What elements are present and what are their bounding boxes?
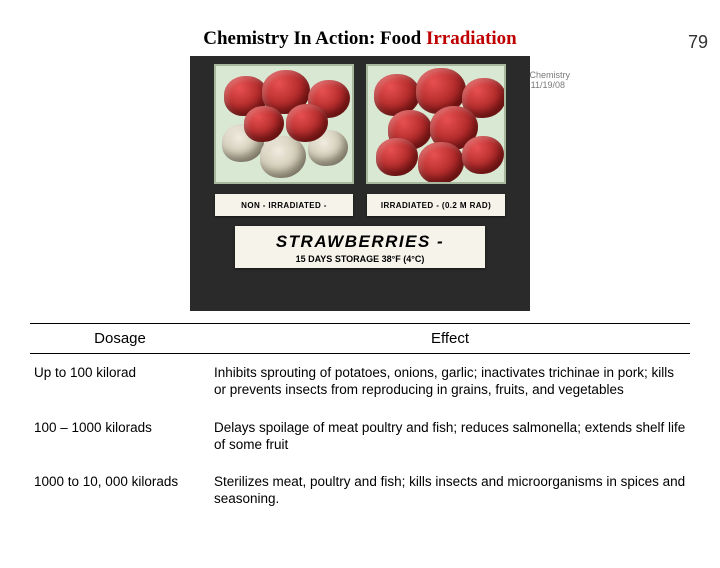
- col-header-effect: Effect: [210, 324, 690, 354]
- cell-dosage: 100 – 1000 kilorads: [30, 409, 210, 464]
- photo-figure: NON - IRRADIATED - IRRADIATED - (0.2 M R…: [190, 56, 530, 311]
- basket-irradiated: [366, 64, 506, 184]
- basket-non-irradiated: [214, 64, 354, 184]
- big-label-subtitle: 15 DAYS STORAGE 38°F (4°C): [239, 254, 481, 264]
- baskets-row: [214, 64, 506, 184]
- col-header-dosage: Dosage: [30, 324, 210, 354]
- table-row: Up to 100 kilorad Inhibits sprouting of …: [30, 354, 690, 409]
- title-accent: Irradiation: [426, 28, 517, 49]
- meta-date: 11/19/08: [531, 80, 565, 90]
- page-number: 79: [688, 32, 708, 53]
- page-title: Chemistry In Action: Food Irradiation: [0, 28, 720, 50]
- label-irradiated: IRRADIATED - (0.2 M RAD): [367, 194, 505, 216]
- big-label-title: STRAWBERRIES -: [239, 232, 481, 252]
- table-header-row: Dosage Effect: [30, 324, 690, 354]
- dosage-table-wrap: Dosage Effect Up to 100 kilorad Inhibits…: [30, 323, 690, 518]
- cell-dosage: Up to 100 kilorad: [30, 354, 210, 409]
- small-labels-row: NON - IRRADIATED - IRRADIATED - (0.2 M R…: [215, 194, 505, 216]
- label-non-irradiated: NON - IRRADIATED -: [215, 194, 353, 216]
- big-label: STRAWBERRIES - 15 DAYS STORAGE 38°F (4°C…: [235, 226, 485, 268]
- cell-effect: Delays spoilage of meat poultry and fish…: [210, 409, 690, 464]
- table-row: 100 – 1000 kilorads Delays spoilage of m…: [30, 409, 690, 464]
- table-row: 1000 to 10, 000 kilorads Sterilizes meat…: [30, 463, 690, 518]
- cell-dosage: 1000 to 10, 000 kilorads: [30, 463, 210, 518]
- cell-effect: Sterilizes meat, poultry and fish; kills…: [210, 463, 690, 518]
- cell-effect: Inhibits sprouting of potatoes, onions, …: [210, 354, 690, 409]
- dosage-table: Dosage Effect Up to 100 kilorad Inhibits…: [30, 323, 690, 518]
- title-prefix: Chemistry In Action: Food: [203, 28, 426, 49]
